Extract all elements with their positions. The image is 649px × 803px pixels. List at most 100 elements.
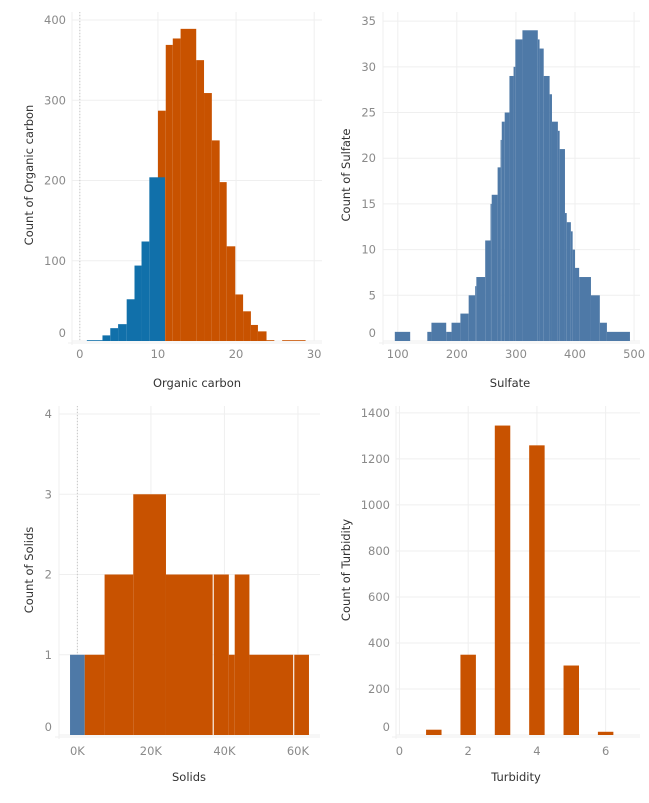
x-tick-label: 2 — [465, 744, 472, 758]
histogram-bar — [294, 654, 309, 735]
y-tick-label: 400 — [368, 636, 390, 650]
x-tick-label: 60K — [287, 744, 310, 758]
bar — [529, 445, 545, 735]
histogram-bar — [204, 93, 212, 341]
histogram-bar — [501, 121, 505, 342]
histogram-bar — [86, 340, 103, 341]
histogram-bar — [110, 328, 119, 341]
y-tick-label: 300 — [44, 93, 66, 107]
histogram-bar — [599, 322, 607, 341]
y-tick-label: 600 — [368, 590, 390, 604]
histogram-bar — [102, 335, 111, 341]
y-tick-label: 1400 — [361, 406, 390, 420]
gridlines — [68, 12, 322, 345]
x-tick-label: 300 — [505, 347, 527, 361]
y-tick-label: 0 — [369, 326, 376, 340]
histogram-bar — [257, 331, 267, 341]
x-tick-label: 20 — [229, 347, 244, 361]
y-axis-title: Count of Turbidity — [339, 519, 353, 621]
bars — [394, 30, 630, 342]
histogram-bar — [266, 340, 275, 341]
histogram-bar — [118, 324, 127, 341]
histogram-bar — [133, 494, 166, 735]
histogram-bar — [557, 130, 560, 341]
histogram-bar — [226, 246, 236, 341]
histogram-bar — [126, 299, 135, 341]
histogram-bar — [522, 30, 538, 342]
histogram-bar — [537, 39, 540, 342]
x-axis-title: Turbidity — [490, 770, 541, 784]
histogram-bar — [250, 324, 258, 341]
gridlines — [392, 406, 640, 739]
x-tick-label: 40K — [213, 744, 236, 758]
y-tick-label: 0 — [383, 720, 390, 734]
y-tick-label: 0 — [45, 720, 52, 734]
y-tick-label: 4 — [45, 407, 52, 421]
x-tick-label: 0K — [70, 744, 85, 758]
histogram-bar — [172, 38, 181, 341]
turbidity-histogram[interactable]: Turbidity Count of Turbidity 0 200 400 600 8… — [339, 406, 640, 784]
bar — [563, 665, 579, 735]
sulfate-histogram[interactable]: Sulfate Count of Sulfate 0 5 10 15 20 25 30 35 1… — [339, 12, 645, 390]
x-axis-title: Organic carbon — [153, 376, 241, 390]
y-tick-label: 400 — [44, 13, 66, 27]
histogram-bar — [211, 140, 220, 341]
histogram-bar — [579, 277, 591, 341]
y-axis-title: Count of Organic carbon — [22, 105, 36, 246]
y-tick-label: 30 — [361, 60, 376, 74]
y-tick-label: 2 — [45, 568, 52, 582]
x-tick-label: 6 — [602, 744, 609, 758]
x-axis-title: Solids — [172, 770, 206, 784]
histogram-bar — [497, 167, 501, 341]
y-tick-label: 1200 — [361, 452, 390, 466]
x-tick-label: 4 — [533, 744, 540, 758]
histogram-bar — [515, 39, 523, 342]
histogram-bar — [485, 240, 491, 341]
y-tick-label: 1 — [45, 648, 52, 662]
y-tick-label: 20 — [361, 151, 376, 165]
histogram-bar — [564, 213, 567, 341]
histogram-bar — [70, 654, 85, 735]
y-tick-label: 5 — [369, 288, 376, 302]
y-tick-label: 100 — [44, 254, 66, 268]
histogram-bar — [134, 265, 142, 341]
y-tick-label: 800 — [368, 544, 390, 558]
histogram-bar — [476, 277, 486, 341]
y-tick-label: 10 — [361, 243, 376, 257]
histogram-bar — [219, 182, 227, 341]
histogram-bar — [427, 331, 432, 341]
bars — [70, 494, 309, 735]
histogram-bar — [228, 654, 235, 735]
histogram-bar — [570, 231, 573, 341]
y-tick-label: 0 — [59, 326, 66, 340]
histogram-bar — [249, 654, 294, 735]
bar — [494, 425, 511, 735]
histogram-bar — [243, 311, 251, 341]
x-tick-label: 10 — [151, 347, 166, 361]
x-tick-label: 20K — [140, 744, 163, 758]
histogram-bar — [213, 574, 229, 735]
y-tick-label: 1000 — [361, 498, 390, 512]
histogram-bar — [566, 222, 571, 341]
x-tick-label: 500 — [623, 347, 645, 361]
histogram-bar — [394, 331, 411, 341]
y-axis-title: Count of Solids — [22, 527, 36, 614]
bars — [426, 425, 614, 735]
histogram-bar — [559, 149, 565, 341]
histogram-bar — [104, 574, 134, 735]
histogram-bar — [165, 574, 213, 735]
bar — [597, 731, 614, 735]
histogram-bar — [491, 194, 498, 341]
histogram-bar — [149, 177, 165, 341]
histogram-bar — [234, 574, 250, 735]
histogram-bar — [431, 322, 447, 341]
x-tick-label: 400 — [564, 347, 586, 361]
organic-carbon-histogram[interactable]: Organic carbon Count of Organic carbon 0… — [22, 12, 322, 390]
y-tick-label: 15 — [361, 197, 376, 211]
y-axis-title: Count of Sulfate — [339, 128, 353, 221]
histogram-bar — [543, 75, 550, 341]
histogram-bar — [235, 294, 244, 341]
histogram-bar — [606, 331, 630, 341]
